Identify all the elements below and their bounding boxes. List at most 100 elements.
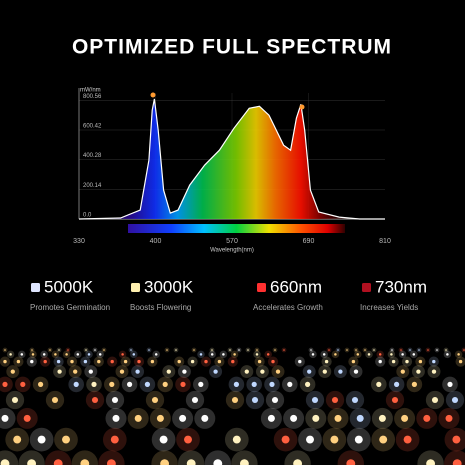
feature-icon <box>257 283 266 292</box>
led <box>328 349 330 351</box>
x-axis-label: Wavelength(nm) <box>210 248 254 254</box>
feature-icon <box>131 283 140 292</box>
led <box>232 435 241 444</box>
led <box>1 414 9 422</box>
led <box>331 396 339 404</box>
feature-description: Boosts Flowering <box>130 303 191 312</box>
led <box>10 369 15 374</box>
led <box>451 396 459 404</box>
led <box>305 381 311 387</box>
led <box>287 381 293 387</box>
led <box>275 369 281 374</box>
led <box>51 396 59 404</box>
led <box>110 359 114 364</box>
led <box>198 381 204 387</box>
led <box>257 359 262 364</box>
feature-label: 3000K <box>144 277 194 296</box>
led <box>49 349 51 351</box>
led <box>65 353 68 356</box>
led <box>330 435 339 444</box>
led <box>244 369 249 374</box>
led <box>23 414 31 422</box>
led <box>403 435 412 444</box>
led <box>73 369 78 374</box>
led <box>123 359 128 364</box>
led <box>31 349 33 351</box>
led <box>338 369 343 374</box>
led <box>204 359 208 364</box>
title: OPTIMIZED FULL SPECTRUM <box>72 36 392 59</box>
led <box>180 381 186 387</box>
feature-label: 660nm <box>270 277 322 296</box>
led <box>37 435 46 444</box>
led <box>324 359 329 364</box>
led-glow <box>417 450 444 465</box>
led <box>391 359 396 364</box>
led <box>290 414 298 422</box>
led <box>166 349 168 351</box>
led <box>186 459 196 465</box>
led <box>256 349 258 351</box>
led <box>445 414 453 422</box>
led <box>67 349 69 351</box>
led <box>418 359 423 364</box>
led <box>447 381 453 387</box>
led <box>229 349 231 351</box>
led-glow <box>231 450 258 465</box>
led <box>151 396 159 404</box>
led <box>58 349 60 351</box>
feature-label: 730nm <box>375 277 427 296</box>
led <box>322 353 326 356</box>
x-tick-label: 400 <box>150 238 162 245</box>
feature-icon <box>31 283 40 292</box>
led <box>231 396 239 404</box>
peak-dot <box>150 92 156 98</box>
led <box>400 369 405 374</box>
led <box>54 353 57 356</box>
led <box>150 359 155 364</box>
led <box>56 359 61 364</box>
led <box>110 435 119 444</box>
led <box>400 349 402 351</box>
led <box>85 349 87 351</box>
led <box>53 459 63 465</box>
led <box>412 353 416 356</box>
led <box>418 349 420 351</box>
led <box>255 353 259 356</box>
led <box>103 349 105 351</box>
led <box>356 353 360 356</box>
led <box>148 349 150 351</box>
feature-description: Accelerates Growth <box>253 303 323 312</box>
y-unit: mW/nm <box>80 88 101 94</box>
led <box>346 349 348 351</box>
led <box>80 459 90 465</box>
led-array <box>0 347 465 465</box>
led <box>43 359 47 364</box>
led <box>351 396 359 404</box>
spectrum-line <box>78 98 385 220</box>
x-tick-label: 810 <box>379 238 391 245</box>
led <box>199 353 203 356</box>
led <box>91 396 99 404</box>
led <box>179 414 187 422</box>
led <box>184 435 192 444</box>
led <box>334 353 337 356</box>
led <box>193 349 195 351</box>
led-glow <box>71 450 98 465</box>
led <box>401 414 409 422</box>
led <box>401 353 404 356</box>
led <box>426 459 435 465</box>
led <box>13 435 22 444</box>
led <box>27 459 36 465</box>
led <box>42 353 46 356</box>
led <box>463 349 465 351</box>
led <box>260 369 265 374</box>
led <box>334 414 342 422</box>
led <box>156 414 164 422</box>
led <box>97 359 101 364</box>
led <box>411 381 417 387</box>
led <box>127 381 133 387</box>
led <box>11 396 19 404</box>
peak-dot <box>299 104 305 110</box>
led <box>210 353 214 356</box>
